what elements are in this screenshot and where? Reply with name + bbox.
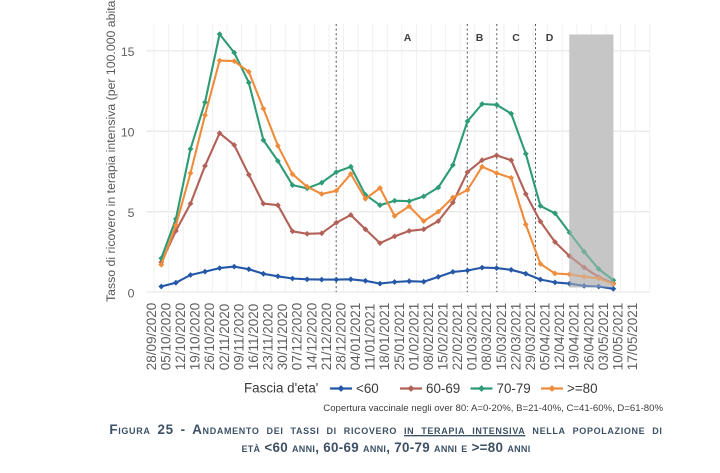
svg-text:17/05/2021: 17/05/2021 [625, 303, 640, 371]
svg-text:età <60 anni, 60-69 anni, 70-7: età <60 anni, 60-69 anni, 70-79 anni e >… [241, 440, 530, 455]
svg-text:07/12/2020: 07/12/2020 [290, 303, 305, 371]
svg-text:26/10/2020: 26/10/2020 [202, 303, 217, 371]
svg-text:05/04/2021: 05/04/2021 [538, 303, 553, 371]
svg-text:01/02/2021: 01/02/2021 [406, 303, 421, 371]
svg-text:60-69: 60-69 [426, 381, 460, 396]
svg-text:5: 5 [128, 206, 135, 220]
svg-text:30/11/2020: 30/11/2020 [275, 304, 290, 371]
svg-text:15/02/2021: 15/02/2021 [436, 303, 451, 371]
svg-text:15/03/2021: 15/03/2021 [494, 303, 509, 371]
svg-text:28/12/2020: 28/12/2020 [333, 303, 348, 371]
svg-text:03/05/2021: 03/05/2021 [596, 303, 611, 371]
svg-text:10/05/2021: 10/05/2021 [610, 303, 625, 371]
svg-text:01/03/2021: 01/03/2021 [465, 303, 480, 371]
svg-text:21/12/2020: 21/12/2020 [319, 303, 334, 371]
svg-text:12/04/2021: 12/04/2021 [552, 303, 567, 371]
svg-text:>=80: >=80 [567, 381, 598, 396]
svg-text:Figura 25 - Andamento dei tass: Figura 25 - Andamento dei tassi di ricov… [109, 422, 662, 437]
svg-text:29/03/2021: 29/03/2021 [523, 303, 538, 371]
svg-text:A: A [404, 32, 412, 44]
svg-text:22/02/2021: 22/02/2021 [450, 303, 465, 371]
svg-text:16/11/2020: 16/11/2020 [246, 304, 261, 371]
svg-text:Tasso di ricovero in terapia i: Tasso di ricovero in terapia intensiva (… [104, 0, 118, 302]
svg-text:22/03/2021: 22/03/2021 [508, 303, 523, 371]
svg-text:25/01/2021: 25/01/2021 [392, 303, 407, 371]
svg-text:08/02/2021: 08/02/2021 [421, 303, 436, 371]
svg-text:11/01/2021: 11/01/2021 [363, 304, 378, 371]
svg-text:Fascia d'eta': Fascia d'eta' [244, 381, 318, 396]
svg-text:Copertura vaccinale negli over: Copertura vaccinale negli over 80: A=0-2… [323, 403, 663, 414]
svg-text:28/09/2020: 28/09/2020 [144, 303, 159, 371]
svg-text:04/01/2021: 04/01/2021 [348, 303, 363, 371]
svg-text:0: 0 [128, 286, 135, 300]
svg-text:26/04/2021: 26/04/2021 [581, 303, 596, 371]
svg-text:05/10/2020: 05/10/2020 [158, 303, 173, 371]
svg-text:B: B [476, 32, 484, 44]
svg-text:12/10/2020: 12/10/2020 [173, 303, 188, 371]
svg-text:<60: <60 [356, 381, 379, 396]
svg-text:10: 10 [121, 126, 135, 140]
svg-text:C: C [512, 32, 520, 44]
svg-text:09/11/2020: 09/11/2020 [231, 304, 246, 371]
svg-text:02/11/2020: 02/11/2020 [217, 304, 232, 371]
svg-text:15: 15 [121, 45, 135, 59]
svg-text:19/10/2020: 19/10/2020 [188, 303, 203, 371]
svg-text:70-79: 70-79 [497, 381, 531, 396]
svg-text:14/12/2020: 14/12/2020 [304, 303, 319, 371]
svg-text:08/03/2021: 08/03/2021 [479, 303, 494, 371]
svg-text:18/01/2021: 18/01/2021 [377, 303, 392, 371]
svg-text:D: D [546, 32, 554, 44]
svg-text:23/11/2020: 23/11/2020 [261, 304, 276, 371]
svg-text:19/04/2021: 19/04/2021 [567, 303, 582, 371]
